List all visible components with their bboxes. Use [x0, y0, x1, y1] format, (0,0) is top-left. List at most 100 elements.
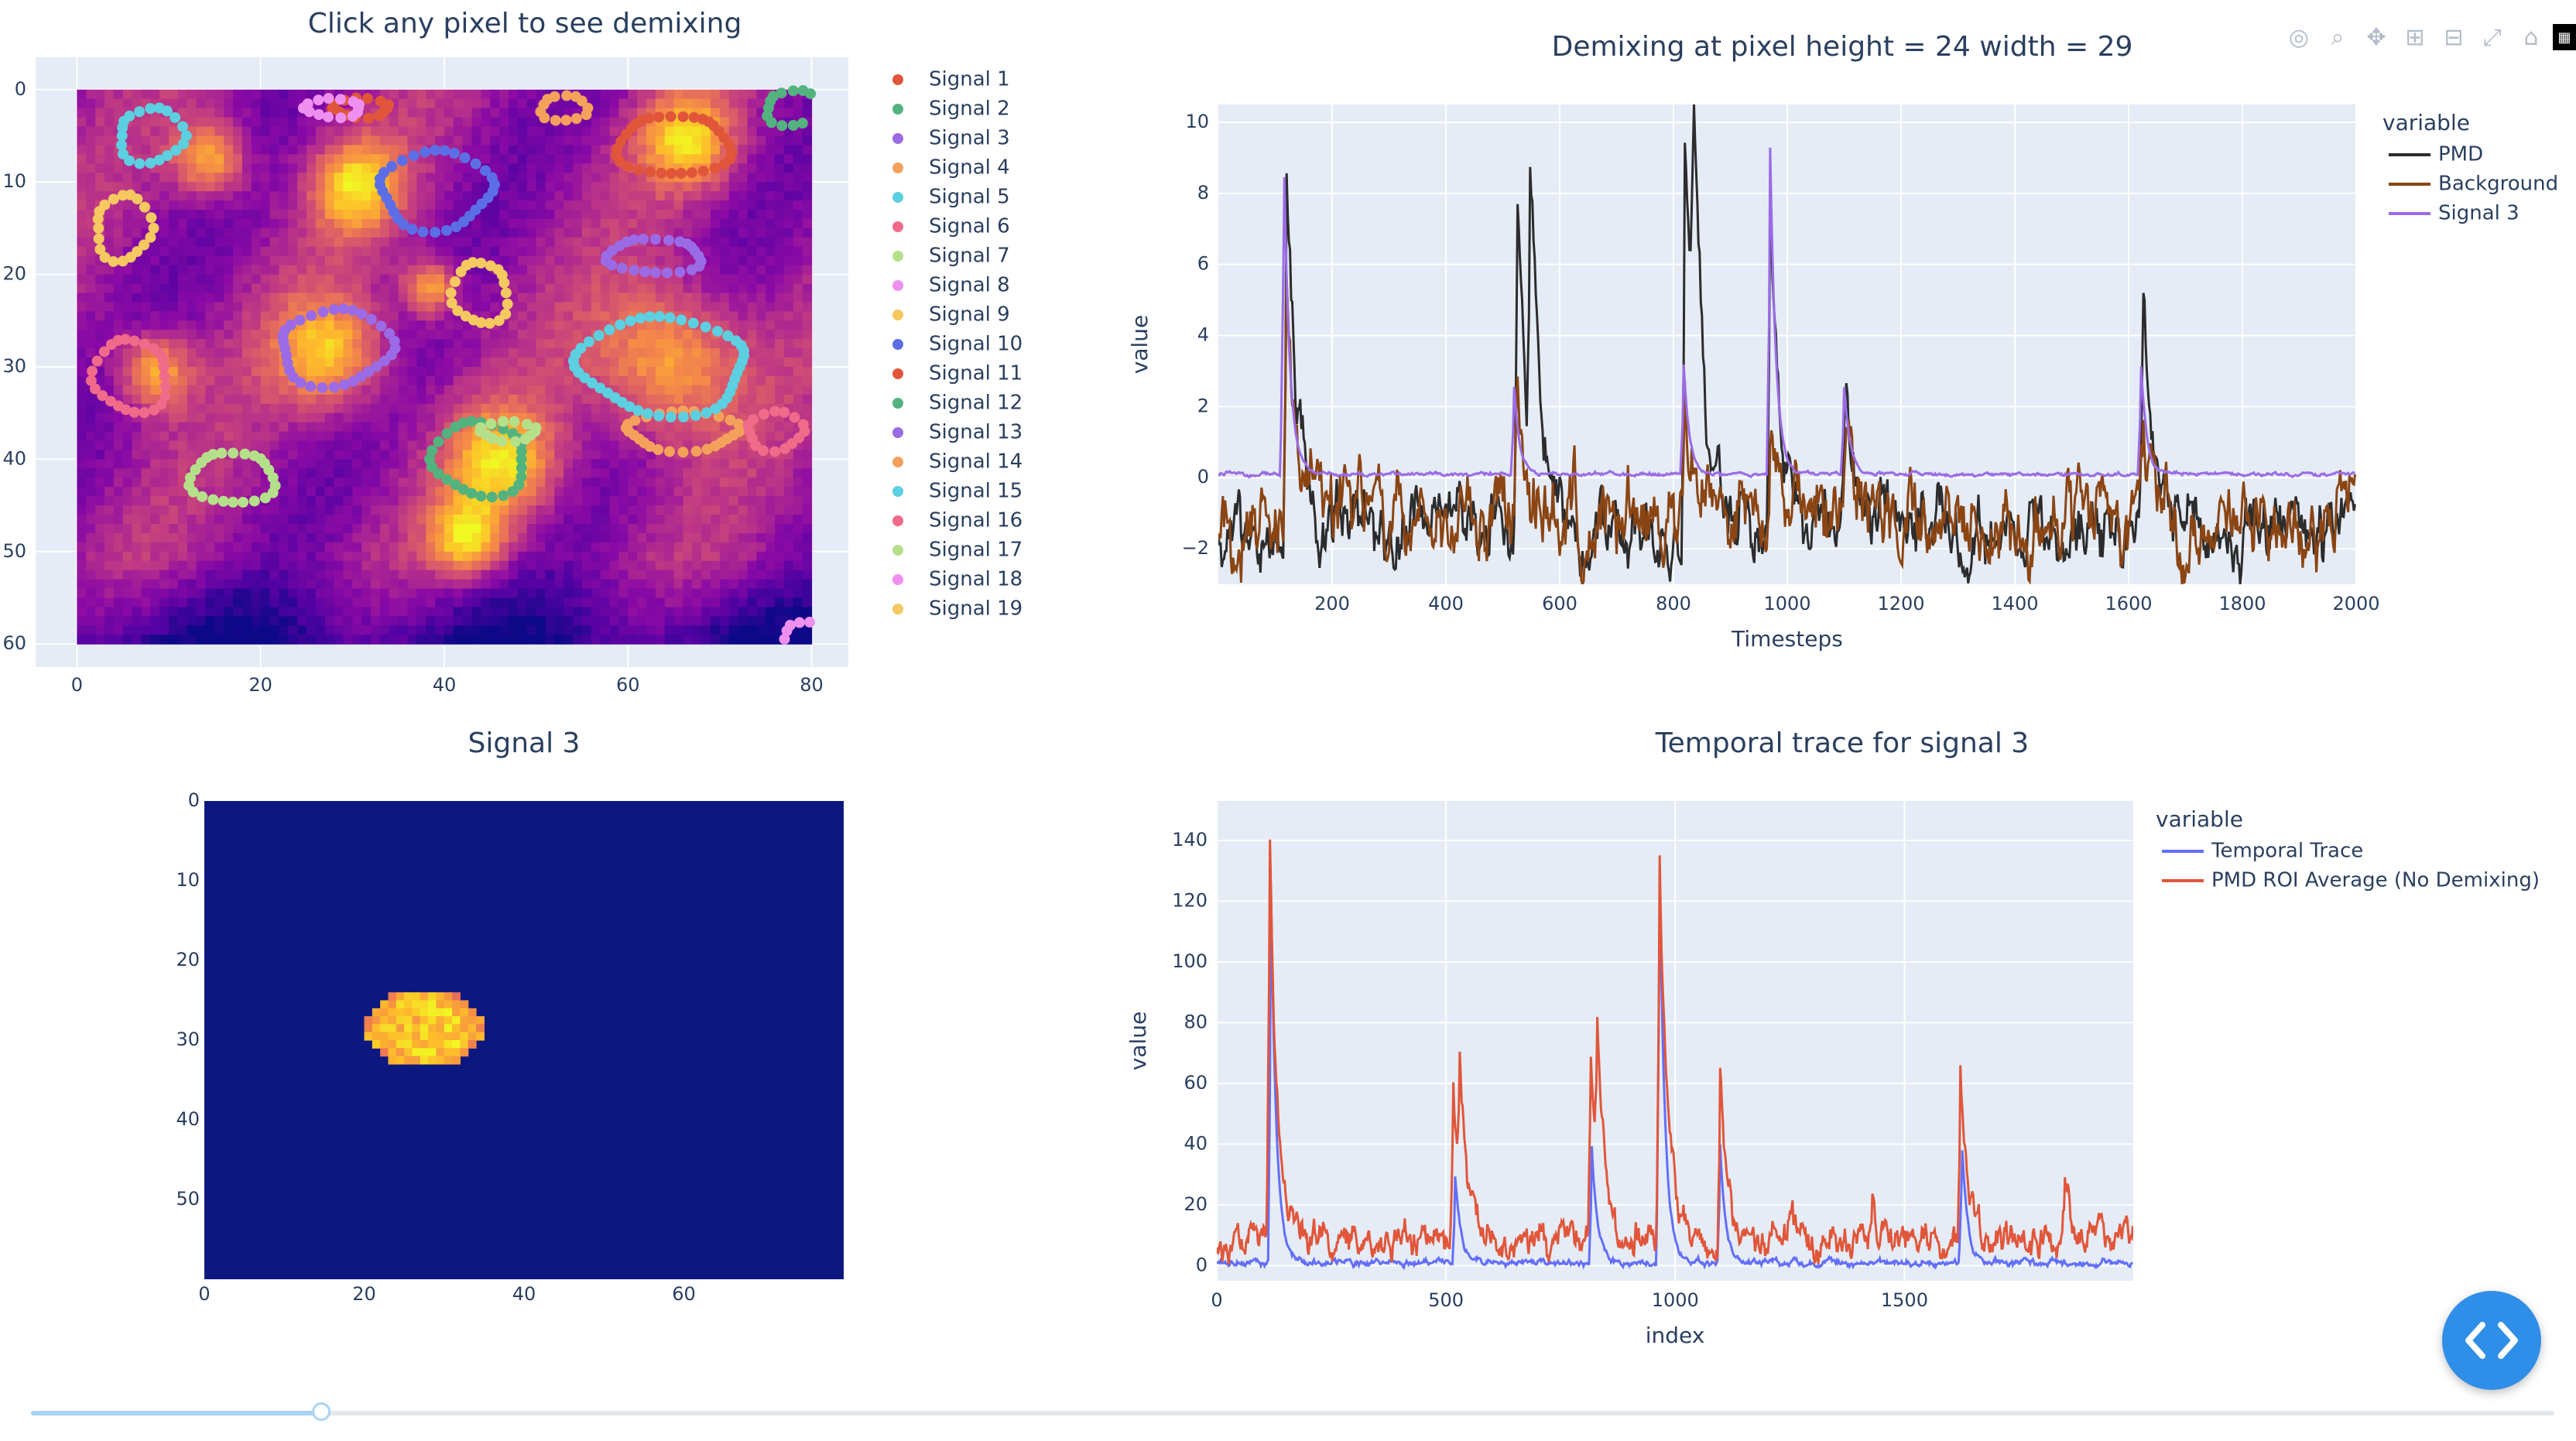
contour-point[interactable] [420, 146, 431, 158]
contour-point[interactable] [475, 422, 487, 433]
contour-point[interactable] [153, 154, 165, 166]
contour-point[interactable] [784, 619, 796, 631]
contour-point[interactable] [642, 408, 653, 419]
contour-point[interactable] [710, 403, 721, 415]
contour-point[interactable] [148, 222, 159, 234]
contour-point[interactable] [779, 406, 790, 418]
contour-point[interactable] [644, 166, 656, 178]
contour-point[interactable] [638, 233, 649, 245]
contour-point[interactable] [644, 311, 656, 323]
contour-point[interactable] [382, 99, 394, 111]
contour-point[interactable] [661, 267, 673, 279]
autoscale-icon[interactable]: ⤢ [2483, 23, 2502, 51]
contour-point[interactable] [441, 428, 453, 440]
contour-point[interactable] [356, 308, 368, 320]
contour-point[interactable] [656, 167, 667, 179]
contour-point[interactable] [159, 380, 171, 392]
contour-point[interactable] [238, 496, 249, 508]
contour-point[interactable] [457, 484, 469, 495]
contour-point[interactable] [197, 491, 208, 502]
legend-item[interactable]: Signal 6 [892, 215, 1010, 238]
contour-point[interactable] [639, 265, 651, 277]
contour-point[interactable] [616, 262, 628, 274]
roi-contour[interactable] [445, 257, 513, 329]
legend-item[interactable]: Signal 3 [2389, 202, 2519, 225]
roi-contour[interactable] [374, 145, 501, 238]
contour-point[interactable] [108, 255, 119, 267]
contour-point[interactable] [378, 166, 389, 178]
legend-item[interactable]: Signal 17 [892, 539, 1023, 562]
contour-point[interactable] [635, 313, 646, 324]
contour-point[interactable] [622, 161, 634, 173]
contour-point[interactable] [677, 111, 689, 122]
contour-point[interactable] [776, 87, 787, 99]
contour-point[interactable] [373, 110, 385, 122]
contour-point[interactable] [663, 234, 674, 246]
contour-point[interactable] [97, 390, 108, 402]
contour-point[interactable] [758, 445, 769, 457]
legend-item[interactable]: Signal 1 [892, 68, 1010, 91]
contour-point[interactable] [594, 382, 606, 394]
contour-point[interactable] [353, 99, 365, 111]
contour-point[interactable] [371, 361, 382, 372]
contour-point[interactable] [93, 233, 104, 245]
contour-point[interactable] [448, 148, 460, 159]
roi-contour[interactable] [611, 111, 738, 180]
contour-point[interactable] [145, 231, 156, 243]
contour-point[interactable] [139, 338, 150, 350]
plotly-logo-icon[interactable]: ▦ [2553, 24, 2576, 50]
contour-point[interactable] [489, 179, 501, 190]
contour-point[interactable] [317, 382, 328, 394]
contour-point[interactable] [138, 239, 149, 251]
contour-point[interactable] [430, 227, 441, 238]
contour-point[interactable] [769, 446, 781, 457]
contour-point[interactable] [156, 399, 167, 410]
contour-point[interactable] [132, 193, 143, 205]
contour-point[interactable] [441, 474, 453, 485]
contour-point[interactable] [688, 111, 700, 123]
contour-point[interactable] [507, 486, 519, 498]
reset-axes-icon[interactable]: ⌂ [2523, 23, 2539, 51]
contour-point[interactable] [485, 418, 497, 430]
contour-point[interactable] [466, 488, 478, 499]
contour-point[interactable] [475, 491, 487, 502]
contour-point[interactable] [207, 449, 219, 460]
contour-point[interactable] [159, 390, 171, 402]
contour-point[interactable] [500, 287, 512, 299]
contour-point[interactable] [677, 447, 689, 458]
contour-point[interactable] [550, 115, 561, 126]
contour-point[interactable] [323, 93, 334, 104]
contour-point[interactable] [718, 132, 730, 144]
series-line[interactable] [1218, 277, 2356, 584]
contour-point[interactable] [317, 306, 329, 318]
contour-point[interactable] [804, 616, 816, 628]
contour-point[interactable] [602, 387, 614, 399]
legend-item[interactable]: Signal 15 [892, 480, 1023, 503]
contour-point[interactable] [408, 150, 420, 162]
roi-contour[interactable] [92, 189, 159, 267]
contour-point[interactable] [375, 320, 387, 332]
contour-point[interactable] [134, 106, 146, 118]
contour-point[interactable] [294, 314, 306, 326]
pixel-heatmap[interactable] [77, 89, 813, 645]
contour-point[interactable] [259, 492, 271, 504]
legend-item[interactable]: Signal 16 [892, 509, 1023, 532]
legend-item[interactable]: PMD [2389, 143, 2483, 166]
contour-point[interactable] [665, 411, 677, 423]
contour-point[interactable] [146, 212, 157, 224]
contour-point[interactable] [629, 234, 640, 245]
contour-point[interactable] [87, 365, 98, 377]
temporal-trace-panel[interactable]: Temporal trace for signal 3 0 500 1000 1500 0… [1125, 727, 2540, 1348]
contour-point[interactable] [99, 252, 111, 263]
contour-point[interactable] [653, 410, 664, 422]
contour-point[interactable] [248, 495, 260, 507]
contour-point[interactable] [522, 419, 533, 430]
legend-item[interactable]: Signal 4 [892, 156, 1010, 180]
contour-point[interactable] [516, 454, 527, 465]
contour-point[interactable] [426, 445, 438, 457]
contour-point[interactable] [363, 112, 375, 124]
contour-point[interactable] [467, 257, 478, 269]
contour-point[interactable] [493, 315, 505, 327]
contour-point[interactable] [306, 310, 317, 321]
contour-point[interactable] [145, 103, 156, 115]
